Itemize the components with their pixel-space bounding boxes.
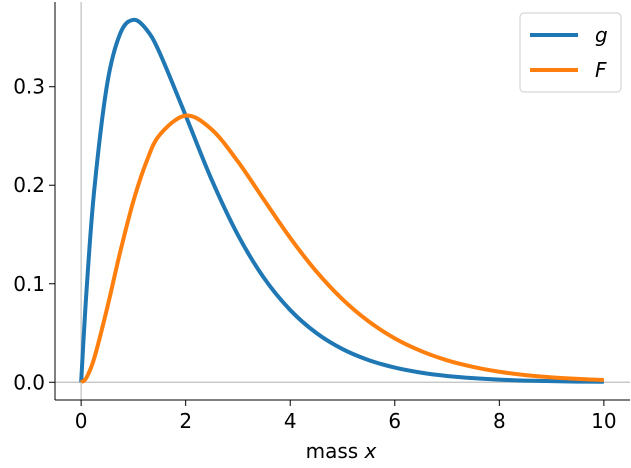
y-tick-label: 0.3	[13, 75, 45, 99]
x-tick-label: 6	[388, 409, 401, 433]
y-axis-ticks: 0.0 0.1 0.2 0.3	[13, 75, 55, 394]
axes-spines	[54, 2, 630, 401]
x-tick-label: 2	[179, 409, 192, 433]
legend-label-F: F	[595, 58, 607, 82]
x-tick-label: 10	[591, 409, 616, 433]
x-axis-label-prefix: mass	[306, 439, 365, 463]
x-axis-label-var: x	[364, 439, 377, 463]
x-axis-ticks: 0 2 4 6 8 10	[75, 400, 617, 433]
series-layer	[79, 17, 604, 384]
legend-box	[519, 12, 622, 93]
plot-area	[54, 2, 630, 401]
x-tick-label: 0	[75, 409, 88, 433]
legend-label-g: g	[595, 23, 608, 47]
legend: gF	[519, 12, 622, 93]
x-axis-label: mass x	[306, 439, 377, 463]
y-tick-label: 0.0	[13, 370, 45, 394]
y-tick-label: 0.1	[13, 272, 45, 296]
series-line-g	[79, 17, 604, 384]
series-line-F	[79, 113, 604, 384]
x-tick-label: 8	[493, 409, 506, 433]
x-tick-label: 4	[284, 409, 297, 433]
y-tick-label: 0.2	[13, 173, 45, 197]
